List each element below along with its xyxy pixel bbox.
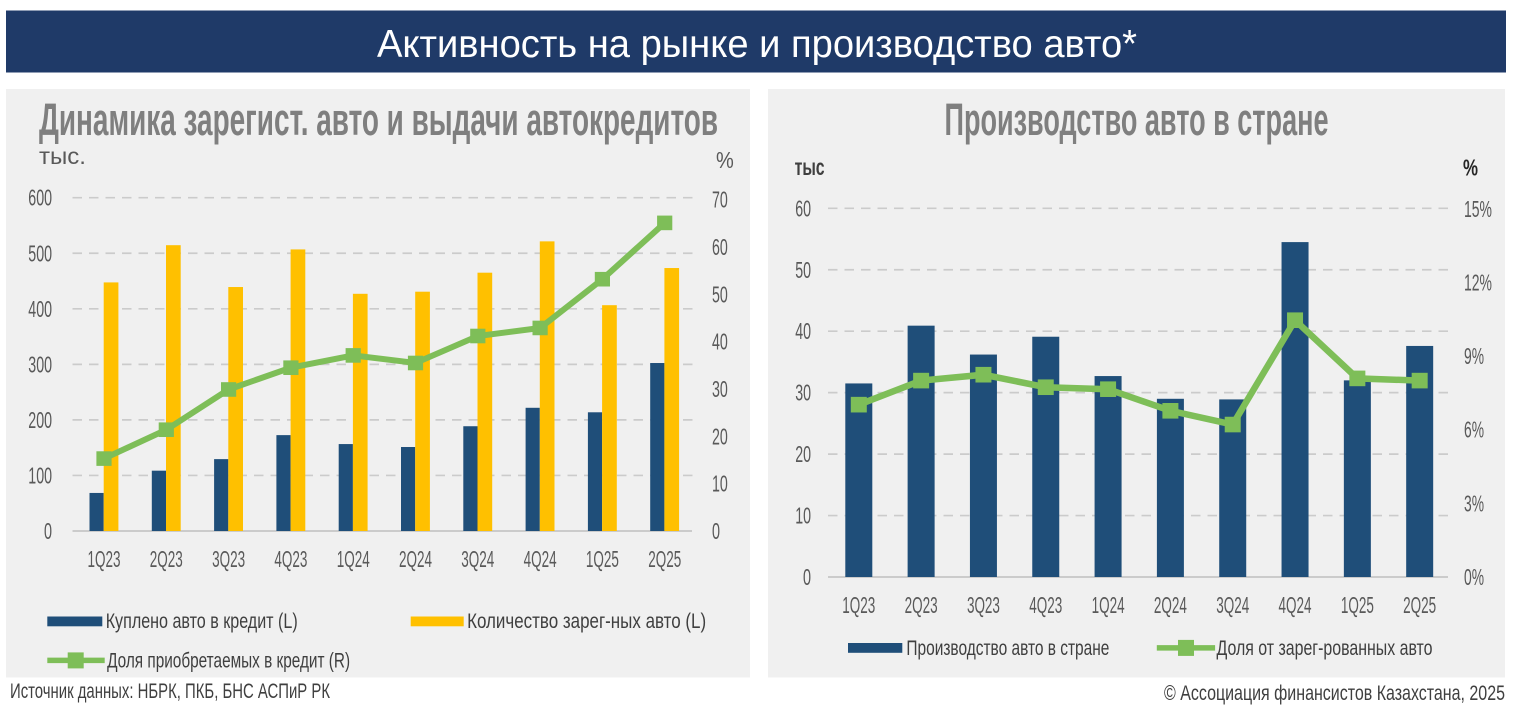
svg-text:20: 20 (795, 441, 811, 467)
svg-text:3Q24: 3Q24 (1216, 592, 1249, 618)
svg-text:2Q23: 2Q23 (150, 546, 183, 572)
svg-text:15%: 15% (1464, 196, 1492, 222)
svg-text:20: 20 (712, 423, 728, 449)
svg-text:40: 40 (712, 329, 728, 355)
svg-text:1Q23: 1Q23 (842, 592, 875, 618)
svg-text:300: 300 (28, 351, 52, 377)
svg-text:Производство авто в стране: Производство авто в стране (945, 94, 1329, 145)
svg-text:2Q24: 2Q24 (399, 546, 432, 572)
svg-text:Источник данных: НБРК, ПКБ, БН: Источник данных: НБРК, ПКБ, БНС АСПиР РК (10, 680, 331, 703)
svg-text:10: 10 (795, 503, 811, 529)
svg-text:70: 70 (712, 187, 728, 213)
svg-text:40: 40 (795, 318, 811, 344)
svg-text:30: 30 (795, 380, 811, 406)
svg-text:© Ассоциация финансистов Казах: © Ассоциация финансистов Казахстана, 202… (1164, 682, 1505, 705)
svg-text:0%: 0% (1464, 564, 1484, 590)
svg-text:1Q23: 1Q23 (88, 546, 121, 572)
svg-text:4Q23: 4Q23 (274, 546, 307, 572)
svg-text:2Q23: 2Q23 (905, 592, 938, 618)
svg-text:3Q24: 3Q24 (461, 546, 494, 572)
svg-text:4Q24: 4Q24 (524, 546, 557, 572)
svg-text:%: % (1463, 155, 1478, 181)
svg-text:4Q24: 4Q24 (1279, 592, 1312, 618)
svg-text:10: 10 (712, 471, 728, 497)
svg-text:Доля приобретаемых в кредит (R: Доля приобретаемых в кредит (R) (107, 650, 350, 673)
svg-text:60: 60 (712, 234, 728, 260)
svg-text:3%: 3% (1464, 490, 1484, 516)
svg-text:Динамика зарегист. авто и выда: Динамика зарегист. авто и выдачи автокре… (39, 94, 718, 145)
svg-text:400: 400 (28, 296, 52, 322)
svg-text:60: 60 (795, 195, 811, 221)
svg-text:1Q25: 1Q25 (1341, 592, 1374, 618)
svg-text:9%: 9% (1464, 343, 1484, 369)
svg-text:2Q24: 2Q24 (1154, 592, 1187, 618)
svg-text:1Q24: 1Q24 (1092, 592, 1125, 618)
svg-text:0: 0 (803, 564, 811, 590)
svg-text:100: 100 (28, 462, 52, 488)
svg-text:30: 30 (712, 376, 728, 402)
svg-text:Количество зарег-ных авто (L): Количество зарег-ных авто (L) (467, 610, 706, 633)
svg-text:1Q24: 1Q24 (337, 546, 370, 572)
svg-text:500: 500 (28, 240, 52, 266)
svg-text:Активность на рынке и производ: Активность на рынке и производство авто* (377, 23, 1137, 66)
svg-text:Доля от зарег-рованных авто: Доля от зарег-рованных авто (1217, 637, 1433, 660)
svg-text:0: 0 (44, 518, 52, 544)
svg-text:2Q25: 2Q25 (1403, 592, 1436, 618)
svg-text:тыс.: тыс. (39, 143, 86, 169)
svg-text:тыс: тыс (795, 154, 825, 180)
svg-text:12%: 12% (1464, 269, 1492, 295)
svg-text:3Q23: 3Q23 (212, 546, 245, 572)
svg-text:200: 200 (28, 407, 52, 433)
svg-text:6%: 6% (1464, 417, 1484, 443)
svg-text:4Q23: 4Q23 (1029, 592, 1062, 618)
svg-text:600: 600 (28, 185, 52, 211)
svg-text:0: 0 (712, 518, 720, 544)
svg-text:%: % (716, 147, 734, 173)
svg-text:Производство авто в стране: Производство авто в стране (906, 637, 1109, 660)
svg-text:50: 50 (712, 281, 728, 307)
svg-text:50: 50 (795, 257, 811, 283)
svg-text:3Q23: 3Q23 (967, 592, 1000, 618)
svg-text:Куплено авто в кредит (L): Куплено авто в кредит (L) (106, 610, 298, 633)
svg-text:1Q25: 1Q25 (586, 546, 619, 572)
svg-text:2Q25: 2Q25 (648, 546, 681, 572)
